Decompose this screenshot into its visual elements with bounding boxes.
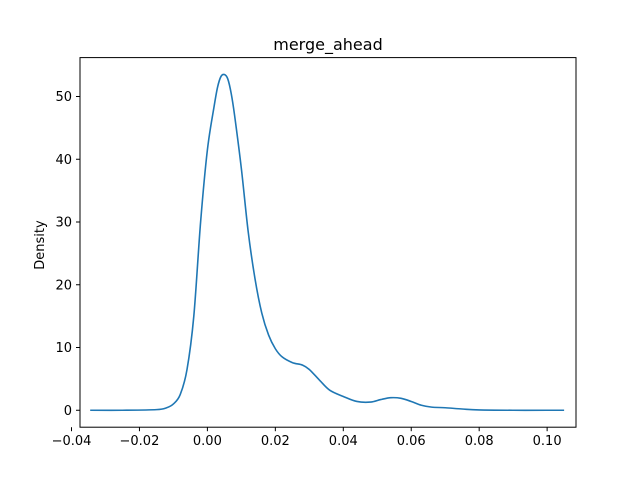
chart-title: merge_ahead	[273, 35, 382, 55]
density-line-0	[90, 73, 565, 412]
x-tick-label: −0.04	[52, 434, 92, 449]
x-axis: −0.04 −0.02 0.00 0.02 0.04 0.06 0.08 0.10	[52, 427, 562, 449]
x-tick-label: −0.02	[120, 434, 160, 449]
x-tick-label: 0.02	[261, 434, 290, 449]
plot-area	[90, 73, 565, 412]
y-tick-label: 0	[64, 404, 72, 419]
y-axis-label: Density	[33, 220, 48, 270]
x-tick-label: 0.06	[397, 434, 426, 449]
y-tick-label: 50	[55, 90, 72, 105]
x-tick-label: 0.04	[329, 434, 358, 449]
y-tick-label: 40	[55, 153, 72, 168]
x-tick-label: 0.00	[193, 434, 222, 449]
x-tick-label: 0.10	[533, 434, 562, 449]
y-tick-label: 30	[55, 216, 72, 231]
y-tick-label: 20	[55, 278, 72, 293]
plot-frame	[79, 57, 577, 428]
x-tick-label: 0.08	[465, 434, 494, 449]
y-axis: 0 10 20 30 40 50	[55, 90, 80, 419]
y-tick-label: 10	[55, 341, 72, 356]
